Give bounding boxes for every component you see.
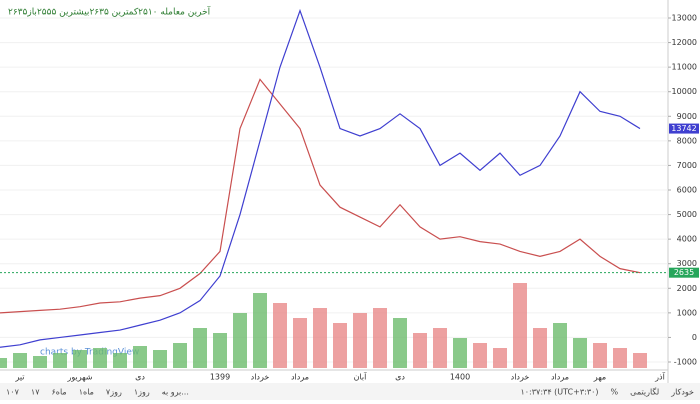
volume-bar: [593, 343, 607, 368]
volume-bar: [493, 348, 507, 368]
volume-bar: [113, 353, 127, 368]
y-tick-label: 5000: [677, 210, 697, 219]
volume-bar: [453, 338, 467, 368]
y-tick-label: 1000: [677, 308, 697, 317]
volume-bar: [13, 353, 27, 368]
volume-bar: [153, 350, 167, 368]
toolbar-button[interactable]: لگاریتمی: [630, 387, 659, 397]
toolbar-button[interactable]: برو به...: [162, 388, 189, 397]
volume-bar: [73, 350, 87, 368]
x-tick-label: 1399: [210, 373, 230, 382]
x-tick-label: آبان: [354, 372, 368, 382]
y-tick-label: 11000: [672, 63, 697, 72]
series-line: [0, 78, 641, 314]
last-value-tag: [669, 123, 699, 134]
volume-bar: [213, 333, 227, 368]
volume-bar: [533, 328, 547, 368]
x-tick-label: تیر: [14, 373, 24, 382]
toolbar-button[interactable]: خودکار: [670, 388, 694, 397]
last-value-label: 13742: [671, 124, 696, 133]
toolbar-button[interactable]: ۷روز: [106, 388, 122, 397]
volume-bar: [393, 318, 407, 368]
y-tick-label: 7000: [677, 161, 697, 170]
toolbar-button[interactable]: ۱روز: [134, 388, 150, 397]
x-tick-label: خرداد: [251, 373, 270, 382]
toolbar: [0, 383, 700, 400]
volume-bar: [133, 346, 147, 368]
ohlc-header: ۲۶۳۵آخرین معامله ۲۵۱۰کمترین ۲۶۳۵بیشترین …: [8, 6, 211, 18]
y-tick-label: 13000: [672, 14, 697, 23]
volume-bar: [573, 338, 587, 368]
toolbar-button[interactable]: ۱۷: [31, 388, 40, 397]
x-tick-label: آذر: [654, 372, 665, 382]
volume-bar: [173, 343, 187, 368]
x-tick-label: دی: [395, 373, 405, 382]
volume-bar: [553, 323, 567, 368]
volume-bar: [373, 308, 387, 368]
toolbar-button[interactable]: ۱۰۷: [6, 388, 20, 397]
x-tick-label: مرداد: [551, 373, 569, 382]
toolbar-button[interactable]: %: [611, 388, 619, 397]
watermark: charts by TradingView: [40, 348, 139, 358]
volume-bar: [233, 313, 247, 368]
volume-bar: [633, 353, 647, 368]
volume-bar: [513, 283, 527, 368]
series-line: [0, 8, 641, 348]
y-tick-label: 0: [692, 333, 697, 342]
volume-bar: [313, 308, 327, 368]
volume-bar: [253, 293, 267, 368]
toolbar-button[interactable]: ۱ماه: [79, 388, 94, 397]
volume-bar: [353, 313, 367, 368]
y-tick-label: 4000: [677, 235, 697, 244]
y-tick-label: 12000: [672, 38, 697, 47]
toolbar-button[interactable]: ۶ماه: [51, 388, 66, 397]
volume-bar: [413, 333, 427, 368]
y-tick-label: 3000: [677, 259, 697, 268]
x-tick-label: شهریور: [66, 373, 92, 382]
volume-bar: [33, 356, 47, 368]
y-tick-label: 8000: [677, 136, 697, 145]
last-value-label: 2635: [674, 268, 694, 277]
x-tick-label: 1400: [450, 373, 470, 382]
y-tick-label: -1000: [674, 358, 697, 367]
x-tick-label: دی: [135, 373, 145, 382]
volume-bar: [193, 328, 207, 368]
x-tick-label: خرداد: [511, 373, 530, 382]
volume-bar: [613, 348, 627, 368]
volume-bar: [93, 348, 107, 368]
volume-bar: [433, 328, 447, 368]
y-tick-label: 9000: [677, 112, 697, 121]
last-value-tag: [669, 267, 699, 278]
y-tick-label: 6000: [677, 186, 697, 195]
toolbar-button[interactable]: ۱۰:۳۷:۳۴ (UTC+۳:۳۰): [520, 388, 598, 397]
volume-bar: [53, 353, 67, 368]
volume-bar: [273, 303, 287, 368]
volume-bar: [293, 318, 307, 368]
volume-bar: [473, 343, 487, 368]
volume-bar: [333, 323, 347, 368]
x-tick-label: مرداد: [291, 373, 309, 382]
y-tick-label: 10000: [672, 87, 697, 96]
volume-bar: [0, 358, 7, 368]
y-tick-label: 2000: [677, 284, 697, 293]
x-tick-label: مهر: [593, 373, 606, 382]
